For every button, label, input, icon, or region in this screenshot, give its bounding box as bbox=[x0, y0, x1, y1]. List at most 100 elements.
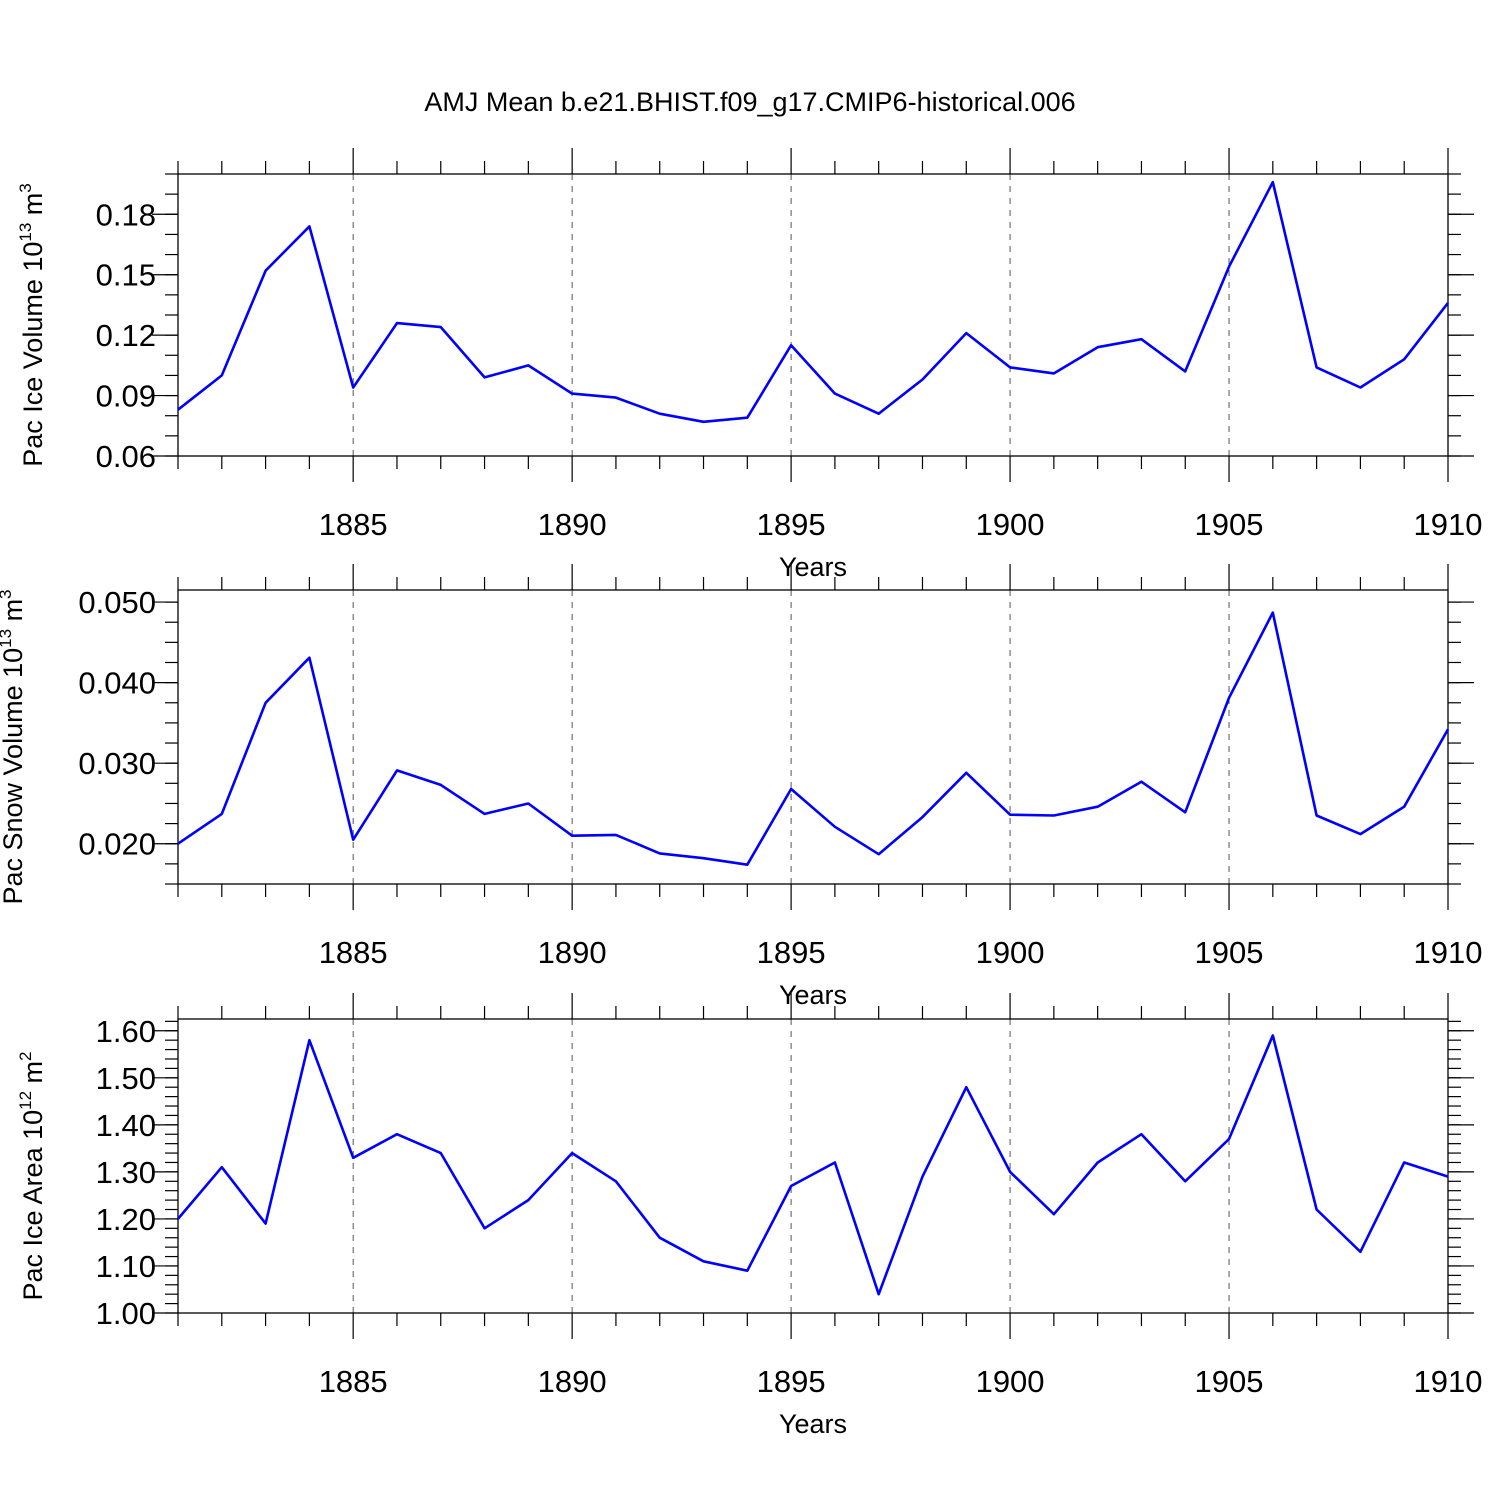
data-point bbox=[964, 331, 968, 335]
x-tick-label: 1910 bbox=[1414, 935, 1483, 970]
data-point bbox=[877, 852, 881, 856]
x-tick-label: 1895 bbox=[757, 1364, 826, 1399]
y-tick-label: 0.09 bbox=[96, 379, 156, 414]
data-point bbox=[833, 825, 837, 829]
data-point bbox=[1227, 265, 1231, 269]
data-point bbox=[1358, 832, 1362, 836]
x-tick-label: 1895 bbox=[757, 507, 826, 542]
plot-frame bbox=[177, 173, 1449, 457]
y-axis-label: Pac Snow Volume 1013 m3 bbox=[0, 589, 28, 904]
x-tick-label: 1905 bbox=[1195, 507, 1264, 542]
data-point bbox=[745, 416, 749, 420]
data-point bbox=[1096, 805, 1100, 809]
y-tick-label: 0.030 bbox=[78, 746, 156, 781]
data-point bbox=[351, 386, 355, 390]
y-tick-label: 0.050 bbox=[78, 585, 156, 620]
data-point bbox=[614, 396, 618, 400]
data-point bbox=[483, 812, 487, 816]
data-point bbox=[439, 325, 443, 329]
data-point bbox=[483, 375, 487, 379]
data-point bbox=[702, 856, 706, 860]
data-point bbox=[570, 1151, 574, 1155]
data-point bbox=[526, 1198, 530, 1202]
x-axis-label: Years bbox=[779, 980, 847, 1010]
data-point bbox=[745, 1269, 749, 1273]
data-point bbox=[1402, 805, 1406, 809]
x-tick-label: 1895 bbox=[757, 935, 826, 970]
data-point bbox=[526, 801, 530, 805]
data-point bbox=[570, 834, 574, 838]
data-point bbox=[1271, 180, 1275, 184]
data-point bbox=[833, 1160, 837, 1164]
x-tick-label: 1890 bbox=[538, 507, 607, 542]
data-point bbox=[614, 833, 618, 837]
data-point bbox=[1052, 371, 1056, 375]
y-tick-label: 1.60 bbox=[96, 1014, 156, 1049]
data-point bbox=[395, 1132, 399, 1136]
x-tick-label: 1905 bbox=[1195, 1364, 1264, 1399]
data-point bbox=[964, 1085, 968, 1089]
data-point bbox=[1402, 357, 1406, 361]
x-tick-label: 1890 bbox=[538, 1364, 607, 1399]
x-tick-label: 1885 bbox=[319, 935, 388, 970]
data-point bbox=[1446, 727, 1450, 731]
data-point bbox=[1052, 814, 1056, 818]
data-point bbox=[307, 224, 311, 228]
x-tick-label: 1900 bbox=[976, 935, 1045, 970]
y-axis-label: Pac Ice Volume 1013 m3 bbox=[16, 183, 48, 467]
data-point bbox=[1052, 1212, 1056, 1216]
data-point bbox=[395, 768, 399, 772]
panel-1: 0.06 0.09 0.12 0.15 0.18 1885 1890 1895 1900 1905… bbox=[16, 148, 1482, 582]
data-point bbox=[1183, 1179, 1187, 1183]
data-point bbox=[1183, 810, 1187, 814]
y-axis-label: Pac Ice Area 1012 m2 bbox=[16, 1051, 48, 1300]
data-point bbox=[395, 321, 399, 325]
data-point bbox=[439, 783, 443, 787]
data-point bbox=[1008, 365, 1012, 369]
x-tick-label: 1905 bbox=[1195, 935, 1264, 970]
data-point bbox=[1227, 1137, 1231, 1141]
data-point bbox=[920, 815, 924, 819]
y-tick-label: 0.020 bbox=[78, 827, 156, 862]
data-point bbox=[264, 701, 268, 705]
data-point bbox=[877, 1292, 881, 1296]
data-point bbox=[176, 408, 180, 412]
data-point bbox=[307, 1038, 311, 1042]
data-point bbox=[789, 1184, 793, 1188]
data-point bbox=[1096, 1160, 1100, 1164]
data-point bbox=[1139, 780, 1143, 784]
y-tick-label: 1.10 bbox=[96, 1249, 156, 1284]
data-point bbox=[1446, 1175, 1450, 1179]
data-point bbox=[351, 1156, 355, 1160]
data-point bbox=[789, 343, 793, 347]
data-point bbox=[789, 787, 793, 791]
data-point bbox=[745, 863, 749, 867]
x-tick-label: 1885 bbox=[319, 1364, 388, 1399]
data-point bbox=[220, 373, 224, 377]
x-tick-label: 1910 bbox=[1414, 1364, 1483, 1399]
data-point bbox=[176, 1217, 180, 1221]
data-point bbox=[439, 1151, 443, 1155]
data-point bbox=[1271, 1033, 1275, 1037]
data-point bbox=[220, 812, 224, 816]
series-line bbox=[177, 1034, 1449, 1296]
data-point bbox=[1096, 345, 1100, 349]
data-point bbox=[964, 771, 968, 775]
y-tick-label: 0.15 bbox=[96, 258, 156, 293]
y-tick-label: 0.12 bbox=[96, 318, 156, 353]
data-point bbox=[702, 420, 706, 424]
data-point bbox=[1315, 814, 1319, 818]
data-point bbox=[1139, 337, 1143, 341]
data-point bbox=[1315, 365, 1319, 369]
data-point bbox=[658, 851, 662, 855]
data-point bbox=[920, 1175, 924, 1179]
data-point bbox=[307, 656, 311, 660]
x-tick-label: 1900 bbox=[976, 1364, 1045, 1399]
data-point bbox=[483, 1226, 487, 1230]
data-point bbox=[1008, 813, 1012, 817]
data-point bbox=[1271, 611, 1275, 615]
data-point bbox=[264, 269, 268, 273]
data-point bbox=[614, 1179, 618, 1183]
data-point bbox=[877, 412, 881, 416]
